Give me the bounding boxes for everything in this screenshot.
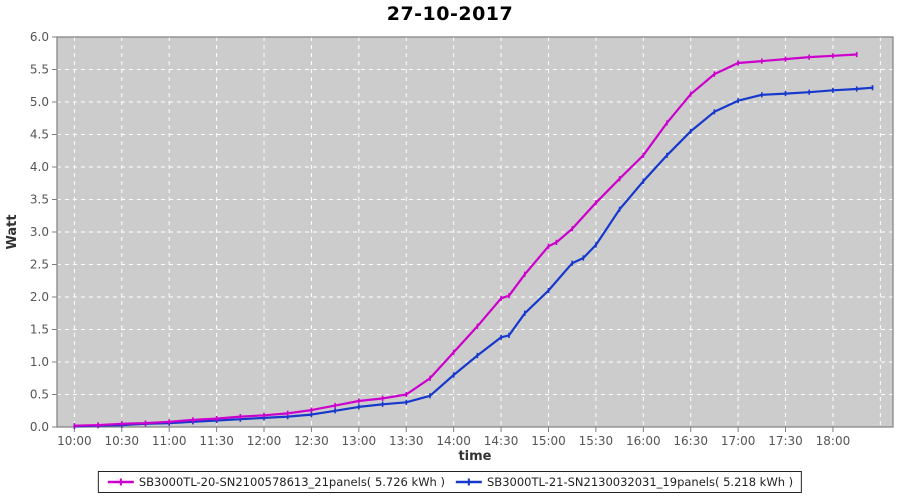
- chart-title: 27-10-2017: [386, 3, 514, 25]
- y-tick-label: 5.5: [30, 63, 49, 77]
- x-tick-label: 14:30: [484, 434, 519, 448]
- x-tick-label: 13:30: [389, 434, 424, 448]
- plot-border: [56, 36, 894, 428]
- x-axis-tick-labels: 10:00 10:30 11:00 11:30 12:00 12:30 13:00 13:30…: [57, 434, 850, 448]
- y-tick-label: 5.0: [30, 95, 49, 109]
- chart-legend: SB3000TL-20-SN2100578613_21panels( 5.726…: [97, 471, 803, 493]
- x-tick-label: 18:00: [816, 434, 851, 448]
- x-tick-label: 17:30: [768, 434, 803, 448]
- x-tick-label: 15:30: [579, 434, 614, 448]
- x-tick-label: 12:00: [247, 434, 282, 448]
- series-markers-0: [73, 51, 858, 429]
- y-tick-label: 6.0: [30, 30, 49, 44]
- legend-line-swatch-icon: [107, 478, 134, 486]
- legend-line-swatch-icon: [456, 478, 482, 486]
- y-tick-label: 3.0: [30, 225, 49, 239]
- y-tick-label: 2.0: [30, 290, 49, 304]
- legend-item-0: SB3000TL-20-SN2100578613_21panels( 5.726…: [107, 475, 445, 489]
- x-tick-label: 15:00: [531, 434, 566, 448]
- x-tick-label: 11:00: [152, 434, 187, 448]
- legend-label-0: SB3000TL-20-SN2100578613_21panels( 5.726…: [138, 475, 445, 489]
- y-tick-label: 0.5: [30, 388, 49, 402]
- series-line-0: [73, 53, 858, 427]
- x-tick-label: 10:30: [104, 434, 139, 448]
- gridlines: [57, 37, 893, 427]
- y-tick-label: 0.0: [30, 420, 49, 434]
- x-axis-title: time: [458, 449, 491, 464]
- x-tick-label: 17:00: [721, 434, 756, 448]
- y-axis-tick-labels: 0.0 0.5 1.0 1.5 2.0 2.5 3.0 3.5 4.0 4.5 5.0 5.5 6.0: [30, 30, 49, 434]
- x-tick-label: 11:30: [199, 434, 234, 448]
- y-axis-title: Watt: [5, 214, 20, 249]
- x-tick-label: 10:00: [57, 434, 92, 448]
- line-chart: 0.0 0.5 1.0 1.5 2.0 2.5 3.0 3.5 4.0 4.5 5.0 5.5 6.0 1…: [5, 30, 894, 464]
- y-tick-label: 4.0: [30, 160, 49, 174]
- x-tick-label: 13:00: [342, 434, 377, 448]
- legend-label-1: SB3000TL-21-SN2130032031_19panels( 5.218…: [487, 475, 794, 489]
- y-tick-label: 1.0: [30, 355, 49, 369]
- y-tick-label: 3.5: [30, 193, 49, 207]
- x-tick-label: 16:00: [626, 434, 661, 448]
- x-tick-label: 12:30: [294, 434, 329, 448]
- y-tick-label: 4.5: [30, 128, 49, 142]
- x-tick-label: 14:00: [436, 434, 471, 448]
- chart-plot-area: 0.0 0.5 1.0 1.5 2.0 2.5 3.0 3.5 4.0 4.5 5.0 5.5 6.0 1…: [5, 30, 894, 464]
- x-tick-label: 16:30: [673, 434, 708, 448]
- y-tick-label: 1.5: [30, 323, 49, 337]
- y-tick-label: 2.5: [30, 258, 49, 272]
- legend-item-1: SB3000TL-21-SN2130032031_19panels( 5.218…: [455, 475, 793, 489]
